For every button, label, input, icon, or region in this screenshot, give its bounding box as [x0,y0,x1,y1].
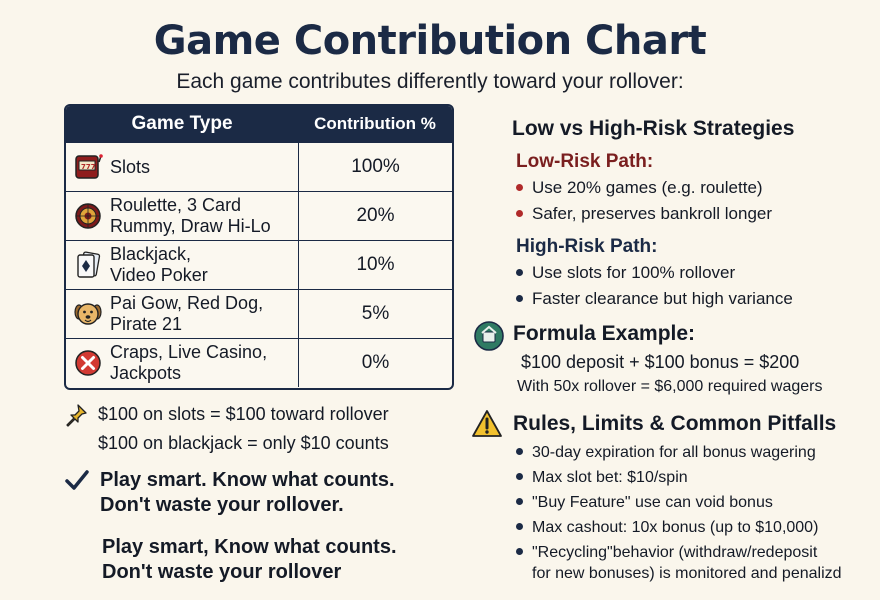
contribution-table: Game Type Contribution % 777 Slots 100% [64,104,454,390]
header-game-type: Game Type [131,113,233,134]
tagline-line-4: Don't waste your rollover [102,561,342,583]
game-name: Slots [110,156,151,177]
table-row: Blackjack, Video Poker 10% [66,240,452,289]
list-item: "Buy Feature" use can void bonus [516,492,773,514]
high-risk-title: High-Risk Path: [516,236,658,257]
list-item: Use slots for 100% rollover [516,262,735,284]
tagline-line-1: Play smart. Know what counts. [100,469,395,491]
list-item: Use 20% games (e.g. roulette) [516,177,763,199]
warning-icon [471,409,503,444]
formula-line-1: $100 deposit + $100 bonus = $200 [521,352,800,372]
list-item: "Recycling"behavior (withdraw/redeposit [516,542,817,564]
game-name: Craps, Live Casino, Jackpots [110,342,268,383]
page-subtitle: Each game contributes differently toward… [176,70,684,93]
rules-heading: Rules, Limits & Common Pitfalls [513,412,837,435]
no-entry-icon [66,348,110,378]
game-name: Pai Gow, Red Dog, Pirate 21 [110,293,264,334]
table-row: Craps, Live Casino, Jackpots 0% [66,338,452,387]
list-item-continuation: for new bonuses) is monitored and penali… [532,565,842,582]
game-name: Blackjack, Video Poker [110,244,208,285]
game-name: Roulette, 3 Card Rummy, Draw Hi-Lo [110,195,271,236]
dog-icon [66,299,110,329]
strategies-heading: Low vs High-Risk Strategies [512,117,795,140]
contribution-value: 10% [356,254,395,275]
table-row: 777 Slots 100% [66,142,452,191]
pushpin-icon [64,402,90,433]
table-row: Roulette, 3 Card Rummy, Draw Hi-Lo 20% [66,191,452,240]
calculator-icon [473,320,505,357]
tagline-line-2: Don't waste your rollover. [100,494,344,516]
contribution-value: 5% [361,303,390,324]
low-risk-title: Low-Risk Path: [516,151,654,172]
roulette-wheel-icon [66,201,110,231]
svg-text:777: 777 [81,163,96,171]
tagline-line-3: Play smart, Know what counts. [102,536,397,558]
list-item: Max slot bet: $10/spin [516,467,688,489]
page-title: Game Contribution Chart [153,18,707,64]
header-contribution: Contribution % [314,114,436,133]
table-header: Game Type Contribution % [66,106,452,142]
formula-line-2: With 50x rollover = $6,000 required wage… [517,378,823,395]
list-item: Max cashout: 10x bonus (up to $10,000) [516,517,818,539]
formula-heading: Formula Example: [513,322,696,345]
list-item: 30-day expiration for all bonus wagering [516,442,816,464]
contribution-value: 100% [351,156,400,177]
slots-rollover-note: $100 on slots = $100 toward rollover [98,404,389,424]
playing-card-icon [66,250,110,280]
slot-machine-icon: 777 [66,152,110,182]
contribution-value: 0% [361,352,390,373]
contribution-value: 20% [356,205,395,226]
blackjack-rollover-note: $100 on blackjack = only $10 counts [98,433,389,453]
list-item: Safer, preserves bankroll longer [516,203,772,225]
list-item: Faster clearance but high variance [516,288,793,310]
table-row: Pai Gow, Red Dog, Pirate 21 5% [66,289,452,338]
checkmark-icon [64,468,90,497]
